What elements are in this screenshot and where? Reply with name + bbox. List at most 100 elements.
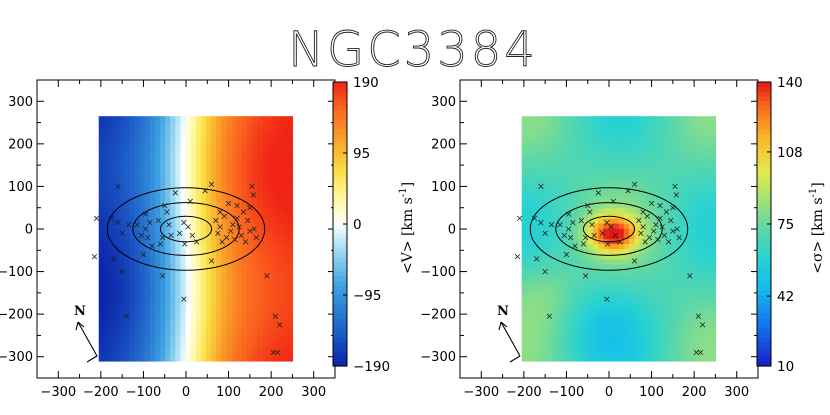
map-pixel: [226, 238, 233, 245]
map-pixel: [221, 166, 228, 173]
map-pixel: [241, 146, 248, 153]
map-pixel: [567, 320, 574, 326]
map-pixel: [154, 279, 161, 285]
map-pixel: [108, 289, 115, 296]
map-pixel: [710, 228, 717, 234]
map-pixel: [710, 304, 717, 311]
map-pixel: [593, 228, 599, 234]
map-pixel: [185, 304, 192, 311]
map-pixel: [634, 320, 640, 326]
map-pixel: [170, 197, 176, 204]
map-pixel: [267, 304, 274, 311]
map-pixel: [180, 177, 187, 183]
map-pixel: [613, 304, 620, 311]
map-pixel: [623, 258, 630, 265]
map-pixel: [623, 274, 630, 280]
map-pixel: [190, 279, 197, 285]
map-pixel: [277, 335, 284, 342]
map-pixel: [577, 320, 584, 326]
map-pixel: [644, 125, 651, 132]
map-pixel: [287, 263, 294, 270]
map-pixel: [272, 304, 279, 311]
map-pixel: [119, 217, 125, 224]
map-pixel: [654, 212, 661, 219]
map-pixel: [149, 141, 156, 148]
star-marker: [644, 213, 650, 219]
map-pixel: [262, 294, 268, 301]
map-pixel: [547, 330, 553, 337]
map-pixel: [149, 161, 156, 168]
map-pixel: [644, 294, 651, 301]
map-pixel: [542, 299, 548, 306]
map-pixel: [618, 238, 625, 245]
map-pixel: [129, 202, 136, 209]
map-pixel: [241, 233, 248, 239]
dispersion-star-markers: [514, 181, 706, 356]
map-pixel: [562, 116, 569, 122]
map-pixel: [629, 258, 635, 265]
map-pixel: [277, 325, 284, 331]
map-pixel: [114, 248, 120, 255]
map-pixel: [282, 192, 289, 199]
map-pixel: [521, 350, 528, 357]
map-pixel: [257, 258, 263, 265]
map-pixel: [649, 131, 656, 137]
map-pixel: [103, 161, 110, 168]
map-pixel: [180, 136, 187, 142]
map-pixel: [267, 197, 274, 204]
map-pixel: [272, 355, 279, 362]
map-pixel: [588, 166, 594, 173]
map-pixel: [547, 279, 553, 285]
map-pixel: [267, 243, 274, 250]
map-pixel: [695, 314, 702, 321]
map-pixel: [149, 151, 156, 158]
map-pixel: [603, 120, 610, 127]
map-pixel: [200, 269, 207, 275]
map-pixel: [231, 320, 238, 326]
map-pixel: [103, 248, 110, 255]
map-pixel: [690, 146, 697, 153]
map-pixel: [577, 335, 584, 342]
map-pixel: [221, 192, 228, 199]
map-pixel: [144, 330, 151, 337]
map-pixel: [710, 238, 717, 245]
map-pixel: [195, 182, 202, 188]
map-pixel: [542, 146, 548, 153]
map-pixel: [267, 279, 274, 285]
map-pixel: [588, 294, 594, 301]
map-pixel: [154, 192, 161, 199]
map-pixel: [236, 253, 243, 260]
map-pixel: [124, 248, 130, 255]
map-pixel: [160, 136, 166, 142]
map-pixel: [216, 294, 222, 301]
map-pixel: [287, 202, 294, 209]
map-pixel: [272, 345, 279, 352]
map-pixel: [287, 289, 294, 296]
map-pixel: [195, 304, 202, 311]
map-pixel: [526, 314, 533, 321]
map-pixel: [103, 238, 110, 245]
map-pixel: [695, 197, 702, 204]
map-pixel: [134, 120, 141, 127]
map-pixel: [144, 131, 151, 137]
map-pixel: [267, 294, 274, 301]
map-pixel: [644, 131, 651, 137]
map-pixel: [685, 182, 691, 188]
colorbar-tick-label: −190: [353, 359, 390, 375]
colorbar-segment: [757, 351, 771, 358]
map-pixel: [226, 166, 233, 173]
map-pixel: [129, 340, 136, 347]
map-pixel: [685, 233, 691, 239]
map-pixel: [175, 212, 182, 219]
map-pixel: [690, 304, 697, 311]
colorbar-segment: [757, 290, 771, 296]
map-pixel: [195, 217, 202, 224]
map-pixel: [583, 299, 589, 306]
map-pixel: [231, 253, 238, 260]
map-pixel: [246, 156, 253, 163]
map-pixel: [200, 171, 207, 178]
star-marker: [242, 239, 249, 245]
map-pixel: [618, 228, 625, 234]
map-pixel: [103, 309, 110, 316]
colorbar-segment: [757, 309, 771, 315]
